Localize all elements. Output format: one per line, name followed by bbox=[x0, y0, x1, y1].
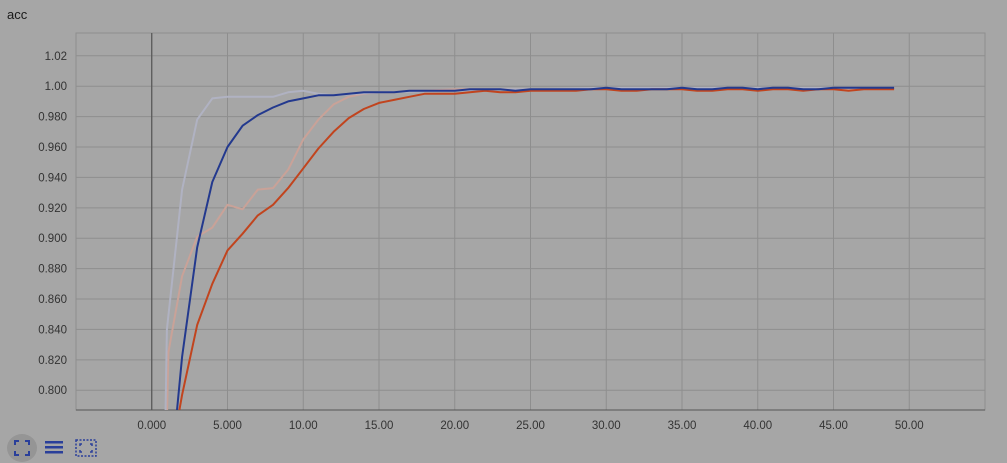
fullscreen-button[interactable] bbox=[7, 434, 37, 462]
chart-toolbar bbox=[7, 434, 103, 462]
y-tick-label: 0.960 bbox=[38, 142, 67, 154]
y-tick-label: 0.800 bbox=[38, 385, 67, 397]
x-tick-label: 40.00 bbox=[743, 420, 772, 430]
series-line-2 bbox=[164, 86, 895, 410]
y-tick-label: 0.900 bbox=[38, 233, 67, 245]
y-tick-label: 0.860 bbox=[38, 294, 67, 306]
fit-domain-icon bbox=[75, 439, 97, 457]
x-tick-label: 15.00 bbox=[365, 420, 394, 430]
x-tick-label: 45.00 bbox=[819, 420, 848, 430]
chart-title: acc bbox=[7, 7, 28, 22]
y-tick-label: 0.840 bbox=[38, 324, 67, 336]
x-tick-label: 35.00 bbox=[668, 420, 697, 430]
fullscreen-icon bbox=[14, 440, 30, 456]
y-tick-label: 0.880 bbox=[38, 264, 67, 276]
grid bbox=[76, 33, 985, 410]
fit-domain-button[interactable] bbox=[71, 434, 101, 462]
y-tick-label: 1.00 bbox=[45, 81, 67, 93]
x-tick-label: 50.00 bbox=[895, 420, 924, 430]
plot-area bbox=[164, 86, 895, 410]
line-chart: 0.000 5.000 10.00 15.00 20.00 25.00 30.00 35.00… bbox=[38, 32, 986, 430]
x-tick-label: 30.00 bbox=[592, 420, 621, 430]
axes bbox=[75, 32, 986, 411]
data-table-icon bbox=[45, 441, 63, 454]
x-tick-label: 5.000 bbox=[213, 420, 242, 430]
series-line-4 bbox=[176, 86, 895, 410]
series-line-3 bbox=[178, 88, 895, 410]
y-tick-label: 0.920 bbox=[38, 203, 67, 215]
x-tick-label: 25.00 bbox=[516, 420, 545, 430]
x-tick-label: 20.00 bbox=[440, 420, 469, 430]
data-table-button[interactable] bbox=[39, 434, 69, 462]
x-tick-label: 0.000 bbox=[137, 420, 166, 430]
y-tick-label: 0.980 bbox=[38, 112, 67, 124]
y-tick-label: 1.02 bbox=[45, 51, 67, 63]
tick-labels: 0.000 5.000 10.00 15.00 20.00 25.00 30.00 35.00… bbox=[38, 51, 923, 430]
y-tick-label: 0.820 bbox=[38, 355, 67, 367]
y-tick-label: 0.940 bbox=[38, 172, 67, 184]
x-tick-label: 10.00 bbox=[289, 420, 318, 430]
